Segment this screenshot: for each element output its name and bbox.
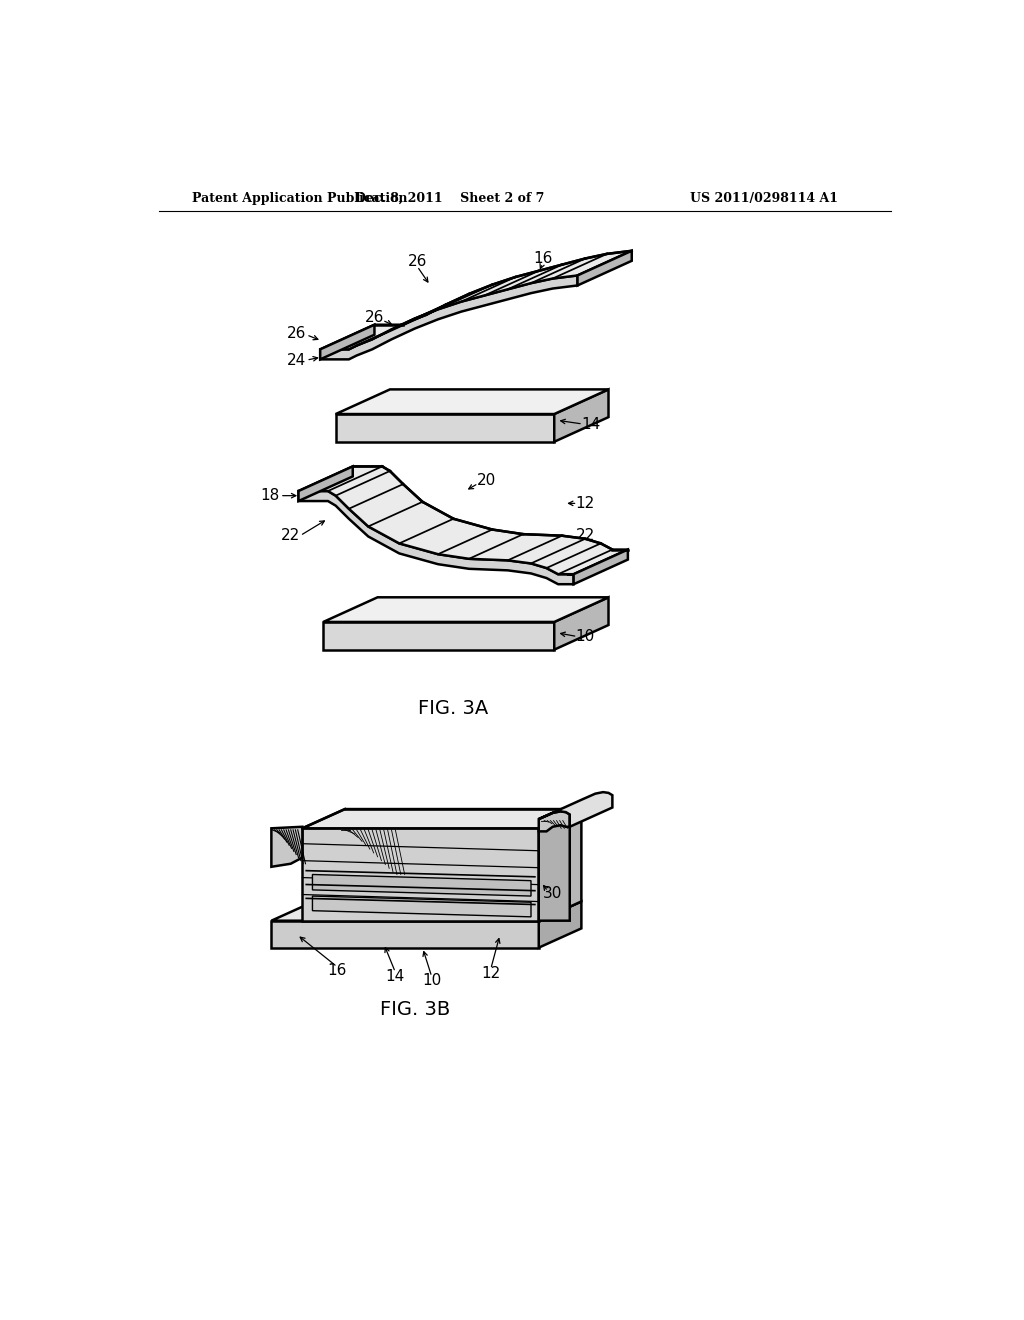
Text: 16: 16 [328, 964, 347, 978]
Text: 10: 10 [575, 630, 595, 644]
Polygon shape [299, 466, 628, 574]
Text: 20: 20 [476, 473, 496, 488]
Polygon shape [539, 902, 582, 948]
Polygon shape [321, 325, 375, 359]
Text: 26: 26 [288, 326, 306, 342]
Polygon shape [271, 921, 539, 948]
Polygon shape [271, 902, 582, 921]
Polygon shape [336, 389, 608, 414]
Text: 14: 14 [581, 417, 600, 432]
Polygon shape [554, 598, 608, 649]
Text: 22: 22 [282, 528, 300, 544]
Text: 30: 30 [543, 886, 562, 902]
Polygon shape [539, 795, 612, 826]
Text: 24: 24 [288, 352, 306, 368]
Polygon shape [324, 598, 608, 622]
Text: 18: 18 [565, 565, 584, 579]
Polygon shape [578, 251, 632, 285]
Text: 26: 26 [408, 253, 427, 269]
Polygon shape [271, 826, 302, 867]
Text: US 2011/0298114 A1: US 2011/0298114 A1 [689, 191, 838, 205]
Polygon shape [573, 549, 628, 585]
Text: 18: 18 [260, 488, 280, 503]
Text: 24: 24 [591, 260, 610, 276]
Polygon shape [554, 389, 608, 442]
Polygon shape [312, 875, 531, 896]
Polygon shape [312, 896, 531, 917]
Polygon shape [539, 809, 582, 921]
Text: 12: 12 [575, 496, 595, 511]
Polygon shape [336, 414, 554, 442]
Polygon shape [302, 829, 539, 921]
Text: 16: 16 [532, 251, 552, 267]
Polygon shape [539, 814, 569, 921]
Text: 12: 12 [481, 965, 501, 981]
Polygon shape [299, 466, 352, 502]
Text: 10: 10 [422, 973, 441, 989]
Polygon shape [539, 792, 612, 826]
Text: 22: 22 [575, 528, 595, 544]
Text: 26: 26 [365, 310, 384, 325]
Text: FIG. 3B: FIG. 3B [380, 999, 450, 1019]
Polygon shape [299, 491, 573, 585]
Text: FIG. 3A: FIG. 3A [419, 700, 488, 718]
Text: Patent Application Publication: Patent Application Publication [193, 191, 408, 205]
Polygon shape [321, 276, 578, 359]
Polygon shape [539, 812, 569, 832]
Text: 14: 14 [386, 969, 406, 983]
Polygon shape [321, 251, 632, 350]
Polygon shape [324, 622, 554, 649]
Text: Dec. 8, 2011    Sheet 2 of 7: Dec. 8, 2011 Sheet 2 of 7 [355, 191, 545, 205]
Polygon shape [302, 809, 582, 829]
